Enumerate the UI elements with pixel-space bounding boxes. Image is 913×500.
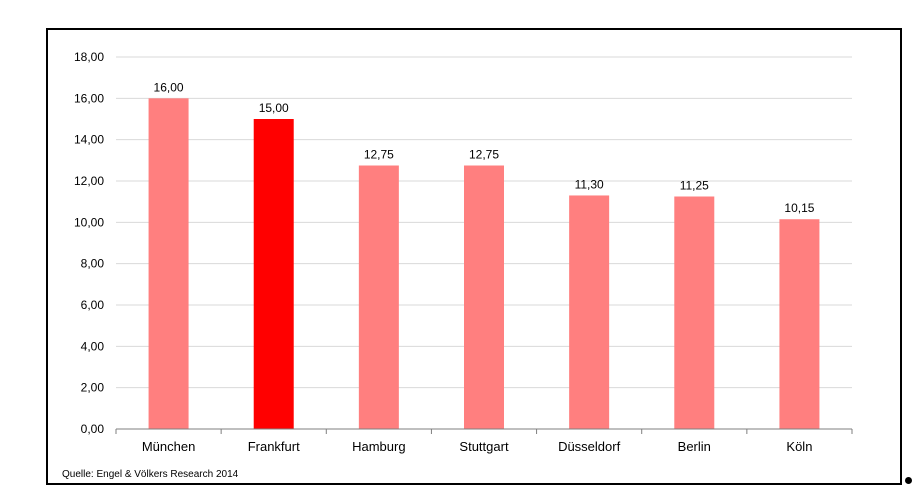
y-tick-label: 8,00 [81,257,105,271]
y-tick-label: 0,00 [81,422,105,436]
x-tick-label: Düsseldorf [558,439,621,454]
bar-7 [779,219,820,429]
data-label: 15,00 [259,101,289,115]
data-label: 12,75 [364,148,394,162]
x-tick-label: Berlin [678,439,711,454]
bullet-dot [905,477,912,484]
y-tick-label: 16,00 [74,91,104,105]
data-label: 11,25 [680,179,709,193]
y-tick-label: 4,00 [81,339,105,353]
bar-1 [148,98,189,429]
x-tick-label: Frankfurt [248,439,300,454]
y-tick-label: 6,00 [81,298,105,312]
x-tick-label: München [142,439,195,454]
bar-4 [464,165,504,429]
data-label: 12,75 [469,148,499,162]
bar-2 [253,119,294,429]
y-tick-label: 10,00 [74,215,104,229]
source-note: Quelle: Engel & Völkers Research 2014 [62,469,239,480]
y-tick-label: 18,00 [74,50,104,64]
bar-5 [569,195,610,429]
y-tick-label: 14,00 [74,133,104,147]
bar-3 [358,165,399,429]
x-tick-label: Köln [786,439,812,454]
bar-6 [674,196,715,429]
y-tick-label: 2,00 [81,381,105,395]
data-label: 16,00 [154,80,184,94]
data-label: 11,30 [575,177,604,191]
x-tick-label: Hamburg [352,439,405,454]
y-tick-label: 12,00 [74,174,104,188]
data-label: 10,15 [784,201,814,215]
x-tick-label: Stuttgart [459,439,509,454]
